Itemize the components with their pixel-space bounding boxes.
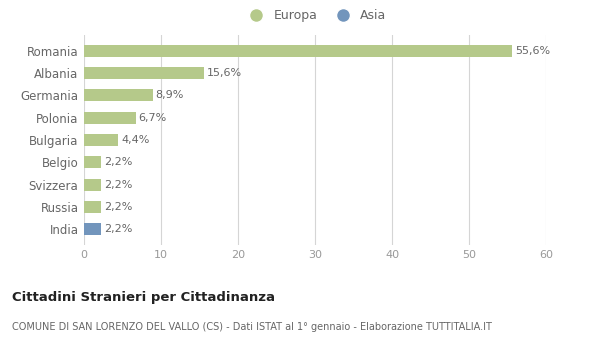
- Text: COMUNE DI SAN LORENZO DEL VALLO (CS) - Dati ISTAT al 1° gennaio - Elaborazione T: COMUNE DI SAN LORENZO DEL VALLO (CS) - D…: [12, 322, 492, 332]
- Bar: [84, 223, 101, 236]
- Text: 2,2%: 2,2%: [104, 180, 133, 190]
- Text: 8,9%: 8,9%: [155, 90, 184, 100]
- Text: 2,2%: 2,2%: [104, 202, 133, 212]
- Text: 4,4%: 4,4%: [121, 135, 149, 145]
- Bar: [84, 201, 101, 213]
- Bar: [84, 89, 152, 101]
- Bar: [84, 156, 101, 168]
- Bar: [84, 134, 118, 146]
- Bar: [84, 67, 204, 79]
- Text: 15,6%: 15,6%: [207, 68, 242, 78]
- Text: 2,2%: 2,2%: [104, 224, 133, 234]
- Text: 55,6%: 55,6%: [515, 46, 550, 56]
- Bar: [84, 44, 512, 57]
- Legend: Europa, Asia: Europa, Asia: [241, 7, 389, 24]
- Bar: [84, 178, 101, 191]
- Bar: [84, 112, 136, 124]
- Text: 2,2%: 2,2%: [104, 158, 133, 167]
- Text: 6,7%: 6,7%: [139, 113, 167, 122]
- Text: Cittadini Stranieri per Cittadinanza: Cittadini Stranieri per Cittadinanza: [12, 290, 275, 303]
